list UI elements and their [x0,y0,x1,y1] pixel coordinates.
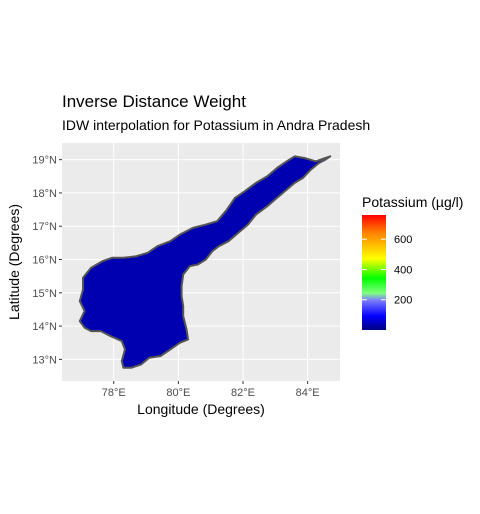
x-axis-ticks: 78°E 80°E 82°E 84°E [102,381,320,399]
y-tick-label: 17°N [32,221,57,233]
x-tick-label: 82°E [231,387,255,399]
y-tick-label: 13°N [32,354,57,366]
andhra-pradesh-region [78,155,332,369]
y-tick-label: 18°N [32,188,57,200]
legend-tick-label: 200 [394,295,412,307]
y-tick-label: 16°N [32,255,57,267]
legend-tick-label: 400 [394,264,412,276]
x-tick-label: 78°E [102,387,126,399]
legend-ticks: 200 400 600 [362,234,412,307]
x-tick-label: 80°E [166,387,190,399]
legend-tick-label: 600 [394,234,412,246]
y-axis-label: Latitude (Degrees) [6,204,22,320]
y-tick-label: 14°N [32,321,57,333]
chart-subtitle: IDW interpolation for Potassium in Andra… [62,117,371,133]
legend-colorbar [362,215,386,330]
x-axis-label: Longitude (Degrees) [137,401,265,417]
y-tick-label: 19°N [32,155,57,167]
legend-title: Potassium (µg/l) [362,194,463,210]
x-tick-label: 84°E [296,387,320,399]
map-region [78,155,332,369]
chart-title: Inverse Distance Weight [62,92,246,111]
y-axis-ticks: 13°N 14°N 15°N 16°N 17°N 18°N 19°N [32,155,62,366]
y-tick-label: 15°N [32,288,57,300]
